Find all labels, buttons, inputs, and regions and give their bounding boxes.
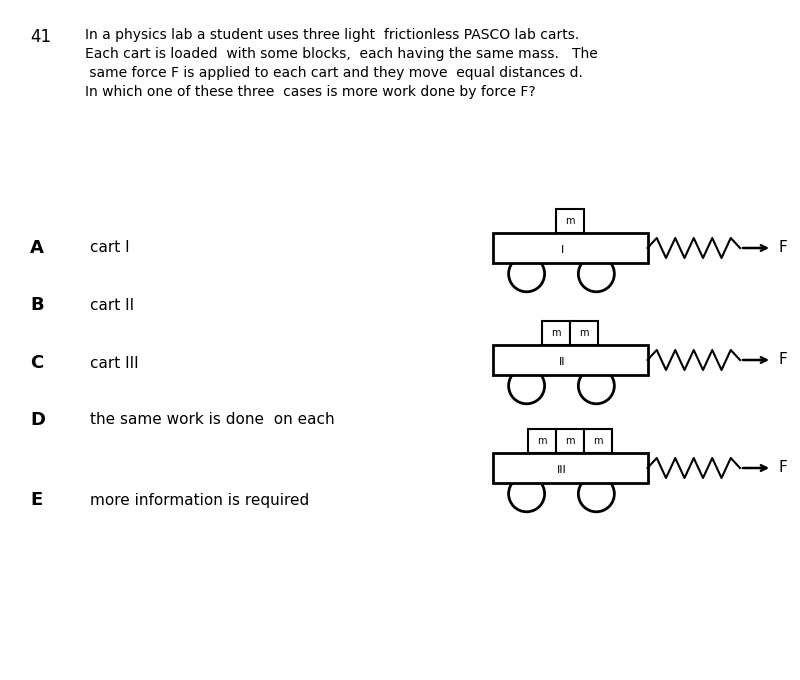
Bar <box>542 321 570 345</box>
Text: cart II: cart II <box>90 298 134 313</box>
Circle shape <box>578 476 614 512</box>
Bar <box>556 209 584 233</box>
FancyBboxPatch shape <box>493 345 647 375</box>
Text: C: C <box>30 354 43 372</box>
Circle shape <box>509 368 545 404</box>
Circle shape <box>509 476 545 512</box>
Text: D: D <box>30 411 45 429</box>
Bar <box>556 429 584 453</box>
Text: F: F <box>778 241 786 256</box>
Text: m: m <box>594 436 602 446</box>
FancyBboxPatch shape <box>493 233 647 263</box>
Text: B: B <box>30 296 44 314</box>
Text: cart I: cart I <box>90 241 130 256</box>
Text: m: m <box>566 436 574 446</box>
Text: m: m <box>538 436 546 446</box>
Bar <box>570 321 598 345</box>
Bar <box>584 429 612 453</box>
Text: In which one of these three  cases is more work done by force F?: In which one of these three cases is mor… <box>85 85 536 99</box>
Text: III: III <box>558 465 567 475</box>
Text: the same work is done  on each: the same work is done on each <box>90 413 334 428</box>
Circle shape <box>578 256 614 292</box>
Circle shape <box>509 256 545 292</box>
Text: m: m <box>551 328 561 338</box>
Circle shape <box>578 368 614 404</box>
Text: F: F <box>778 460 786 475</box>
Text: same force F is applied to each cart and they move  equal distances d.: same force F is applied to each cart and… <box>85 66 583 80</box>
Text: m: m <box>566 216 574 226</box>
Bar <box>528 429 556 453</box>
Text: A: A <box>30 239 44 257</box>
Text: 41: 41 <box>30 28 51 46</box>
Text: m: m <box>579 328 589 338</box>
Text: II: II <box>559 357 566 367</box>
Text: I: I <box>561 245 564 255</box>
Text: cart III: cart III <box>90 356 138 371</box>
Text: E: E <box>30 491 42 509</box>
Text: Each cart is loaded  with some blocks,  each having the same mass.   The: Each cart is loaded with some blocks, ea… <box>85 47 598 61</box>
Text: more information is required: more information is required <box>90 492 310 507</box>
Text: In a physics lab a student uses three light  frictionless PASCO lab carts.: In a physics lab a student uses three li… <box>85 28 579 42</box>
FancyBboxPatch shape <box>493 453 647 483</box>
Text: F: F <box>778 352 786 367</box>
